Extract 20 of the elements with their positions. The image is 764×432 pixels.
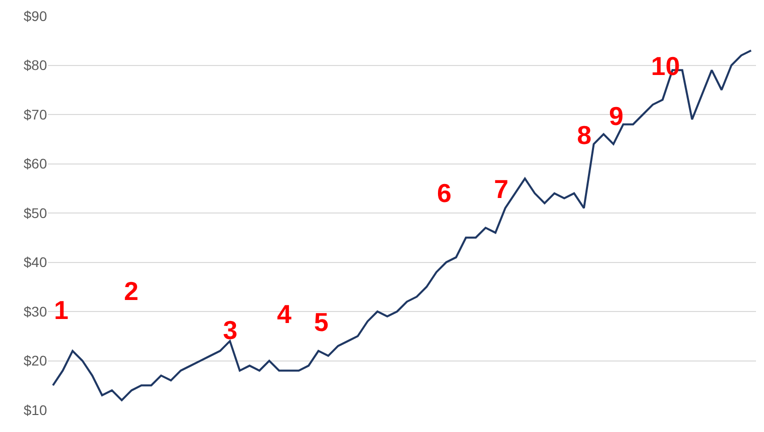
annotation: 9 — [609, 101, 624, 131]
annotation: 1 — [54, 295, 68, 325]
y-tick-label: $50 — [24, 204, 48, 221]
annotation: 7 — [494, 174, 508, 204]
y-tick-label: $40 — [24, 254, 48, 270]
annotation: 4 — [277, 299, 292, 329]
y-tick-label: $90 — [24, 8, 48, 24]
annotation: 10 — [651, 51, 680, 81]
y-tick-label: $70 — [24, 106, 48, 122]
y-tick-label: $80 — [24, 57, 48, 74]
y-tick-label: $30 — [24, 303, 48, 320]
y-tick-label: $20 — [24, 352, 48, 369]
y-tick-label: $60 — [24, 156, 48, 172]
line-series — [52, 49, 752, 402]
y-tick-label: $10 — [24, 402, 48, 418]
annotation: 2 — [124, 276, 138, 306]
annotation: 5 — [314, 307, 328, 337]
annotation: 8 — [577, 120, 592, 150]
annotation: 6 — [437, 178, 452, 208]
annotation: 3 — [223, 315, 238, 345]
